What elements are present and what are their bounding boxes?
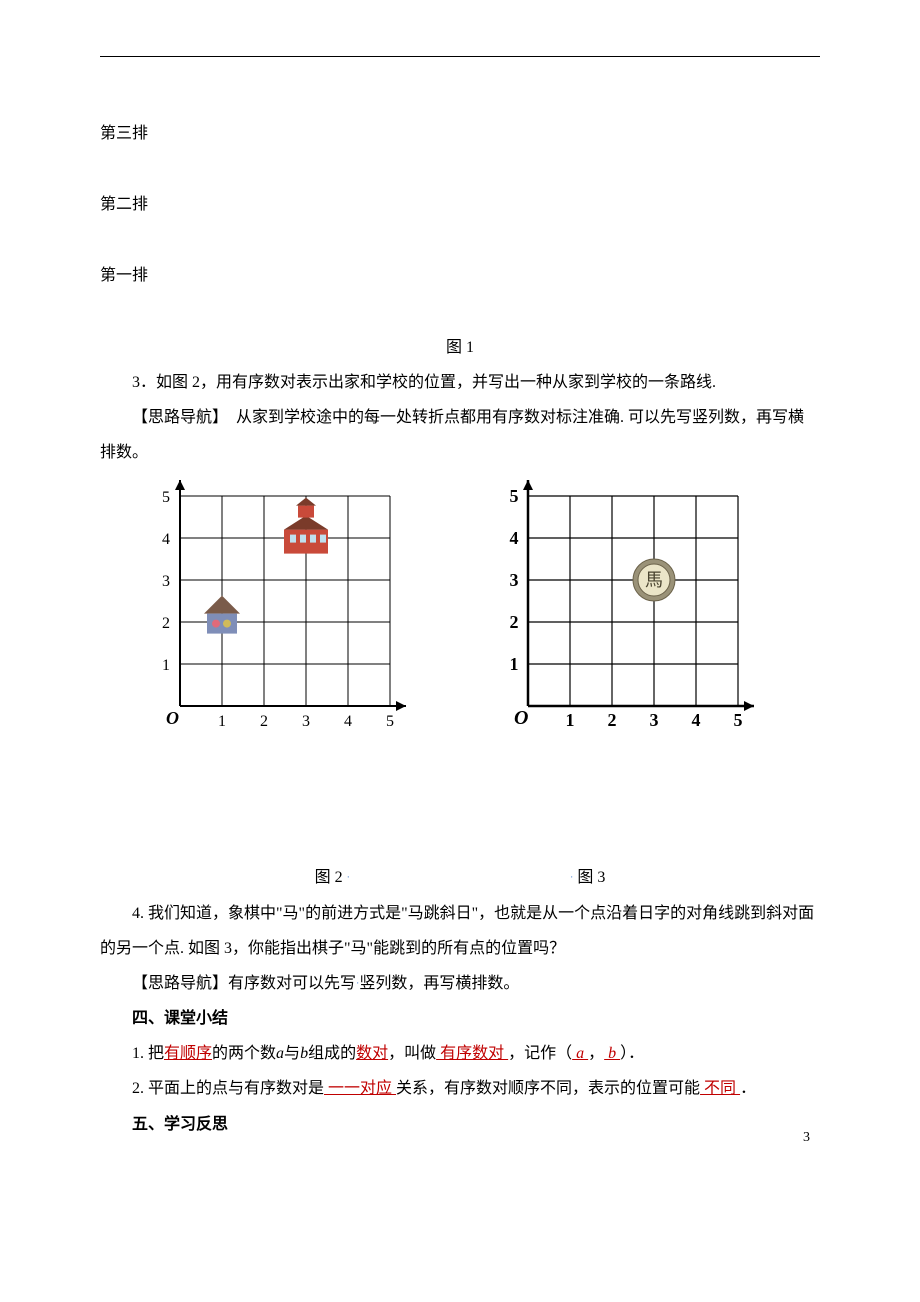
dot-icon: ·: [570, 873, 573, 884]
row-1-label: 第一排: [100, 258, 820, 293]
answer-ordered: 有顺序: [164, 1045, 212, 1062]
section-5-title: 五、学习反思: [100, 1107, 820, 1142]
hint-4: 【思路导航】有序数对可以先写·竖列数，再写横排数。: [100, 966, 820, 1001]
svg-text:3: 3: [162, 573, 170, 590]
figure-2-caption: 图 2: [315, 869, 343, 886]
figure-3-caption: 图 3: [577, 869, 605, 886]
spacer: [100, 80, 820, 116]
svg-text:4: 4: [344, 713, 352, 730]
svg-text:1: 1: [510, 654, 519, 674]
figure-1-caption: 图 1: [100, 330, 820, 365]
hint-4-a: 【思路导航】有序数对可以先写: [132, 975, 356, 992]
svg-text:3: 3: [302, 713, 310, 730]
t: 关系，有序数对顺序不同，表示的位置可能: [396, 1080, 700, 1097]
t: ）．: [620, 1045, 644, 1062]
svg-text:1: 1: [218, 713, 226, 730]
figure-gap: [100, 740, 820, 860]
figure-captions-row: 图 2 · · 图 3: [100, 860, 820, 895]
t: 与: [284, 1045, 300, 1062]
svg-text:2: 2: [510, 612, 519, 632]
spacer: [100, 294, 820, 330]
var-b: b: [300, 1045, 308, 1062]
svg-text:5: 5: [386, 713, 394, 730]
t: 的两个数: [212, 1045, 276, 1062]
t: ，记作（: [508, 1045, 572, 1062]
answer-pair: 数对: [356, 1045, 388, 1062]
svg-text:O: O: [514, 707, 528, 729]
answer-b: b: [604, 1045, 620, 1062]
svg-text:1: 1: [566, 710, 575, 730]
answer-different: 不同: [700, 1080, 740, 1097]
figure-row: 1 2 3 4 5 1 2 3 4 5 O 1 2 3 4 5 1 2 3 4 5 O 馬: [100, 476, 820, 736]
hint-3: 【思路导航】 从家到学校途中的每一处转折点都用有序数对标注准确. 可以先写竖列数…: [100, 400, 820, 470]
t: ．: [740, 1080, 756, 1097]
question-3: 3．如图 2，用有序数对表示出家和学校的位置，并写出一种从家到学校的一条路线.: [100, 365, 820, 400]
figure-2: 1 2 3 4 5 1 2 3 4 5 O: [136, 476, 436, 736]
t: 1. 把: [132, 1045, 164, 1062]
row-2-label: 第二排: [100, 187, 820, 222]
summary-2: 2. 平面上的点与有序数对是 一一对应 关系，有序数对顺序不同，表示的位置可能 …: [100, 1071, 820, 1106]
svg-text:5: 5: [734, 710, 743, 730]
top-rule: [100, 56, 820, 57]
summary-1: 1. 把有顺序的两个数a与b组成的数对，叫做 有序数对 ，记作（ a ， b ）…: [100, 1036, 820, 1071]
hint-3-label: 【思路导航】: [132, 409, 220, 426]
page-number: 3: [803, 1123, 810, 1154]
hint-4-b: 竖列数，再写横排数。: [359, 975, 519, 992]
t: ，: [588, 1045, 604, 1062]
svg-text:O: O: [166, 708, 179, 728]
svg-text:3: 3: [510, 570, 519, 590]
svg-text:2: 2: [260, 713, 268, 730]
svg-text:2: 2: [162, 615, 170, 632]
spacer: [100, 151, 820, 187]
t: 2. 平面上的点与有序数对是: [132, 1080, 324, 1097]
question-4: 4. 我们知道，象棋中"马"的前进方式是"马跳斜日"，也就是从一个点沿着日字的对…: [100, 896, 820, 966]
svg-text:2: 2: [608, 710, 617, 730]
answer-a: a: [572, 1045, 588, 1062]
answer-one-to-one: 一一对应: [324, 1080, 396, 1097]
svg-text:3: 3: [650, 710, 659, 730]
svg-text:4: 4: [692, 710, 701, 730]
svg-text:1: 1: [162, 657, 170, 674]
t: 组成的: [308, 1045, 356, 1062]
section-4-title: 四、课堂小结: [100, 1001, 820, 1036]
svg-text:5: 5: [510, 486, 519, 506]
svg-text:4: 4: [510, 528, 519, 548]
row-3-label: 第三排: [100, 116, 820, 151]
t: ，叫做: [388, 1045, 436, 1062]
var-a: a: [276, 1045, 284, 1062]
svg-text:4: 4: [162, 531, 170, 548]
svg-text:5: 5: [162, 489, 170, 506]
svg-text:馬: 馬: [645, 570, 663, 590]
dot-icon: ·: [347, 873, 350, 884]
spacer: [100, 222, 820, 258]
answer-ordered-pair: 有序数对: [436, 1045, 508, 1062]
figure-3: 1 2 3 4 5 1 2 3 4 5 O 馬: [484, 476, 784, 736]
